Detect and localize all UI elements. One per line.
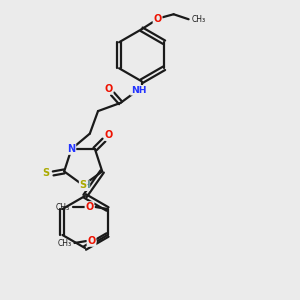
Text: O: O <box>154 14 162 24</box>
Text: NH: NH <box>131 86 146 95</box>
Text: N: N <box>68 144 76 154</box>
Text: CH₃: CH₃ <box>57 239 71 248</box>
Text: O: O <box>87 236 96 246</box>
Text: O: O <box>105 130 113 140</box>
Text: H: H <box>82 181 89 190</box>
Text: O: O <box>104 84 113 94</box>
Text: O: O <box>85 202 94 212</box>
Text: S: S <box>80 180 87 190</box>
Text: CH₃: CH₃ <box>56 202 70 211</box>
Text: S: S <box>43 168 50 178</box>
Text: CH₃: CH₃ <box>192 15 206 24</box>
